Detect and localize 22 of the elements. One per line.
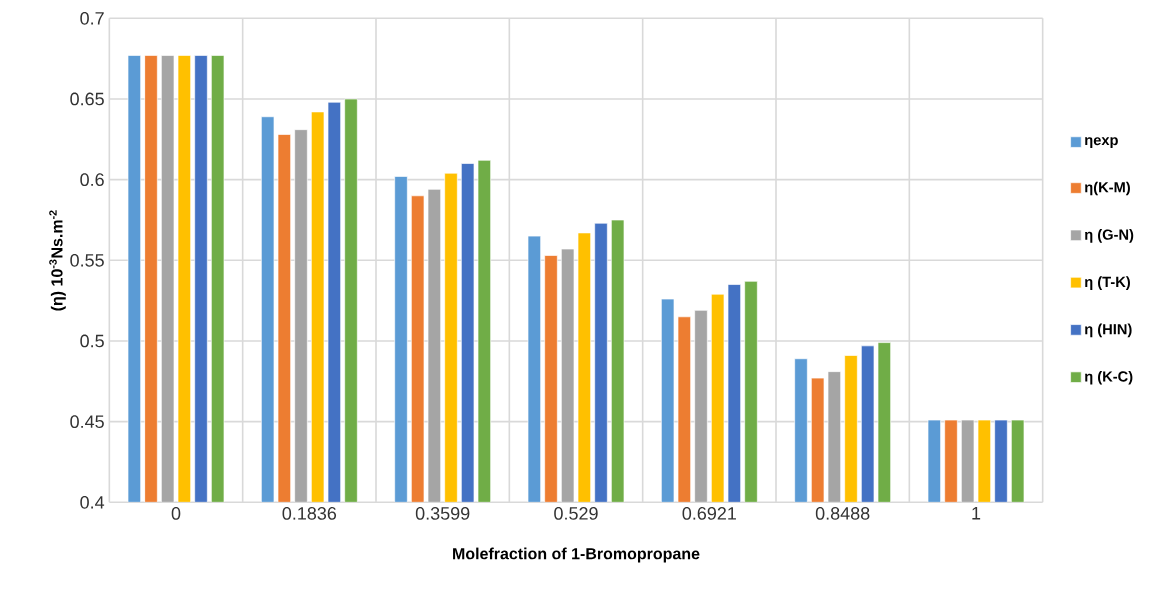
x-tick-label: 0.8488 bbox=[815, 507, 870, 520]
legend-label: η (G-N) bbox=[1085, 229, 1134, 243]
y-tick-label: 0.45 bbox=[70, 415, 104, 429]
legend-label: η (T-K) bbox=[1085, 276, 1130, 290]
legend-label: ηexp bbox=[1085, 137, 1118, 149]
y-tick-label: 0.55 bbox=[70, 253, 104, 267]
legend-label: η (HIN) bbox=[1085, 323, 1132, 338]
legend-label: η (K-C) bbox=[1085, 370, 1133, 385]
x-tick-label: 0 bbox=[171, 507, 181, 520]
x-tick-label: 0.6921 bbox=[682, 507, 736, 520]
y-tick-label: 0.6 bbox=[80, 173, 104, 187]
y-axis-title: (η) 10$^{-3}$Ns.m$^{-2}$ bbox=[49, 210, 66, 311]
x-tick-label: 0.1836 bbox=[282, 507, 337, 520]
x-tick-label: 0.3599 bbox=[415, 507, 470, 520]
y-tick-label: 0.7 bbox=[80, 11, 104, 25]
legend-label: η(K-M) bbox=[1085, 181, 1130, 196]
x-tick-label: 0.529 bbox=[554, 507, 598, 520]
y-tick-label: 0.4 bbox=[80, 495, 105, 509]
x-axis-title: Molefraction of 1-Bromopropane bbox=[453, 547, 700, 563]
x-tick-label: 1 bbox=[972, 507, 981, 520]
y-tick-label: 0.5 bbox=[80, 334, 104, 348]
y-tick-label: 0.65 bbox=[70, 92, 104, 106]
